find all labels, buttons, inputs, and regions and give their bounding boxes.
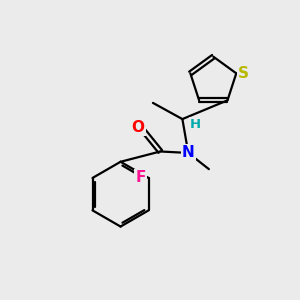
Text: N: N	[182, 146, 195, 160]
Text: F: F	[135, 170, 146, 185]
Text: O: O	[132, 120, 145, 135]
Text: H: H	[190, 118, 201, 131]
Text: S: S	[238, 66, 249, 81]
